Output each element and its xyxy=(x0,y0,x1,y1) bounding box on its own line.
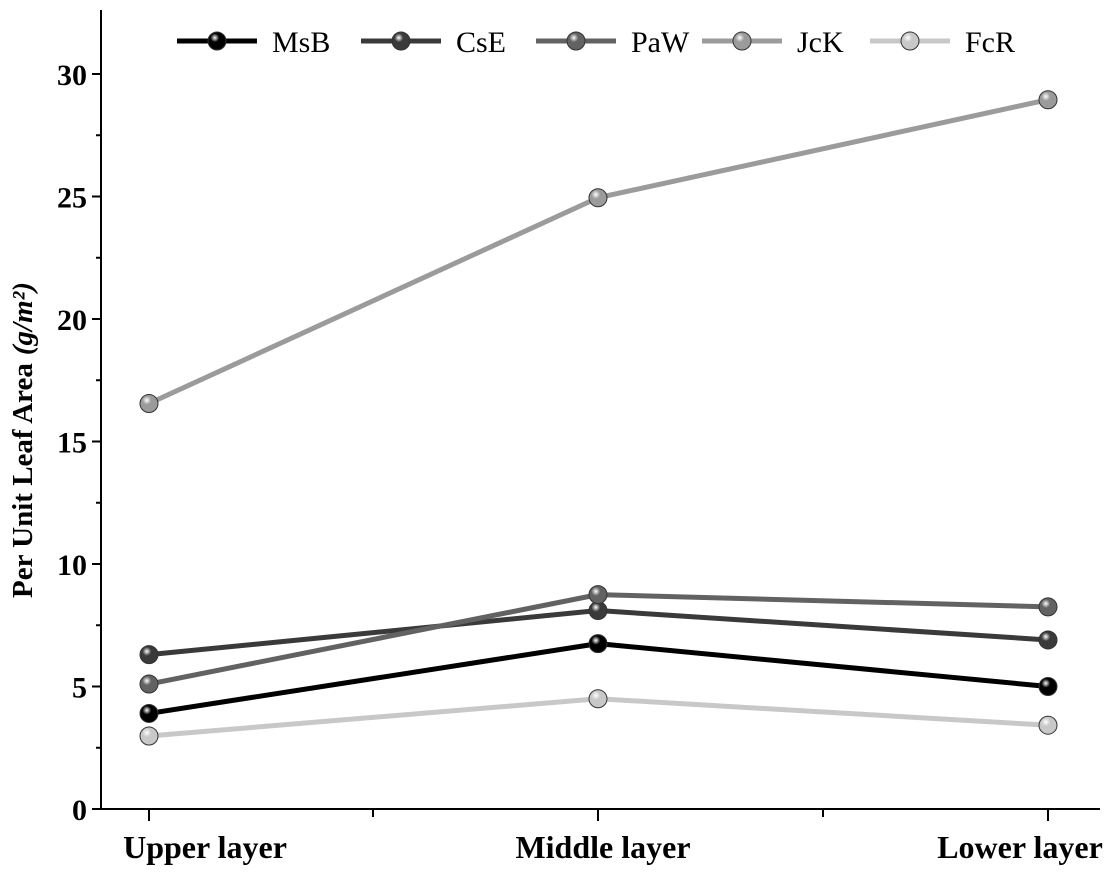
data-point xyxy=(588,601,608,621)
y-ticks: 0 5 10 15 20 25 30 xyxy=(57,59,101,827)
y-axis-label-unit: (g/m²) xyxy=(7,282,39,355)
data-point xyxy=(1038,630,1058,650)
y-tick-label: 0 xyxy=(72,794,87,827)
series-paw xyxy=(139,585,1058,694)
legend-item-jck: JcK xyxy=(702,26,844,59)
data-point xyxy=(139,645,159,665)
series-msb xyxy=(139,634,1058,723)
legend-marker xyxy=(391,31,411,51)
data-point xyxy=(139,703,159,723)
legend-label: JcK xyxy=(797,26,844,59)
y-tick-label: 10 xyxy=(57,549,87,582)
axes xyxy=(100,10,1100,810)
series-group xyxy=(139,90,1058,746)
legend-label: CsE xyxy=(456,26,506,59)
series-cse xyxy=(139,601,1058,665)
legend-label: MsB xyxy=(272,26,330,59)
data-point xyxy=(1038,90,1058,110)
x-ticks: Upper layer Middle layer Lower layer xyxy=(123,809,1103,865)
data-point xyxy=(139,394,159,414)
x-tick-label: Lower layer xyxy=(937,829,1103,865)
legend-label: PaW xyxy=(631,26,690,59)
legend-item-msb: MsB xyxy=(177,26,330,59)
series-jck xyxy=(139,90,1058,414)
legend-item-fcr: FcR xyxy=(870,26,1015,59)
data-point xyxy=(588,689,608,709)
series-line xyxy=(147,97,1049,406)
series-fcr xyxy=(139,689,1058,746)
legend-marker xyxy=(900,31,920,51)
data-point xyxy=(1038,715,1058,735)
legend-marker xyxy=(566,31,586,51)
y-axis-label-main: Per Unit Leaf Area xyxy=(7,363,39,598)
y-tick-label: 25 xyxy=(57,182,87,215)
y-tick-label: 20 xyxy=(57,304,87,337)
x-tick-label: Middle layer xyxy=(515,829,690,865)
y-tick-label: 5 xyxy=(72,672,87,705)
data-point xyxy=(588,585,608,605)
legend-item-cse: CsE xyxy=(361,26,506,59)
legend-marker xyxy=(732,31,752,51)
legend-item-paw: PaW xyxy=(536,26,690,59)
y-axis-label: Per Unit Leaf Area (g/m²) xyxy=(7,282,39,598)
y-tick-label: 15 xyxy=(57,427,87,460)
y-tick-label: 30 xyxy=(57,59,87,92)
data-point xyxy=(588,634,608,654)
legend-label: FcR xyxy=(965,26,1015,59)
data-point xyxy=(1038,677,1058,696)
x-tick-label: Upper layer xyxy=(123,829,287,865)
data-point xyxy=(588,188,608,208)
legend-marker xyxy=(207,31,227,51)
data-point xyxy=(139,726,159,746)
data-point xyxy=(139,674,159,694)
legend: MsB CsE PaW JcK FcR xyxy=(177,26,1015,59)
data-point xyxy=(1038,597,1058,617)
